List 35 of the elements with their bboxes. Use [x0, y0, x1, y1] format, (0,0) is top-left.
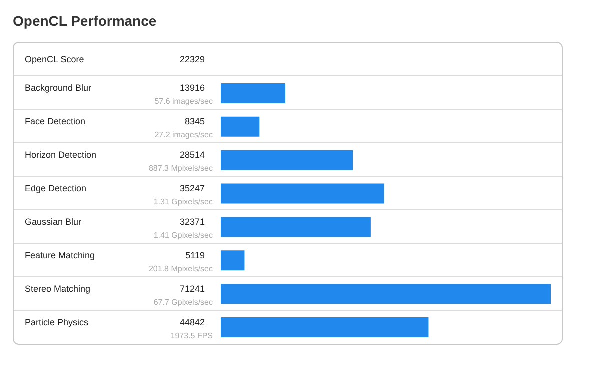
y-tick-label: Background Blur [25, 83, 92, 94]
data-label: 13916 [180, 83, 205, 94]
text: 67.7 Gpixels/sec [154, 298, 213, 307]
text: 22329 [180, 54, 205, 65]
y-tick-label: Face Detection [25, 116, 86, 127]
data-label: 44842 [180, 317, 205, 328]
y-tick-label: Gaussian Blur [25, 216, 82, 227]
bar [221, 150, 354, 170]
bar [221, 318, 429, 338]
y-tick-label: Horizon Detection [25, 150, 97, 160]
text: 1.41 Gpixels/sec [154, 230, 213, 240]
y-tick-label: Edge Detection [25, 184, 87, 194]
data-label: 28514 [180, 150, 205, 160]
y-tick-label: Feature Matching [25, 250, 96, 260]
text: 887.3 Mpixels/sec [148, 164, 213, 174]
y-tick-label: Particle Physics [25, 317, 90, 328]
data-label: 32371 [180, 216, 205, 227]
data-label: 8345 [184, 116, 205, 127]
text: 1973.5 FPS [170, 331, 213, 340]
text: OpenCL Performance [13, 13, 157, 29]
bar [221, 250, 245, 271]
bar [221, 284, 551, 304]
data-label: 5119 [186, 250, 205, 260]
text: 27.2 images/sec [154, 130, 213, 140]
bar [221, 116, 260, 137]
y-tick-label: OpenCL Score [25, 54, 84, 65]
text: 57.6 images/sec [154, 97, 213, 106]
data-label: 71241 [180, 284, 205, 294]
y-tick-label: Stereo Matching [25, 284, 91, 294]
text: 1.31 Gpixels/sec [154, 198, 213, 206]
bar [221, 83, 286, 104]
bar [221, 217, 371, 238]
text: 201.8 Mpixels/sec [148, 264, 213, 274]
data-label: 35247 [180, 184, 205, 194]
bar [221, 184, 384, 204]
